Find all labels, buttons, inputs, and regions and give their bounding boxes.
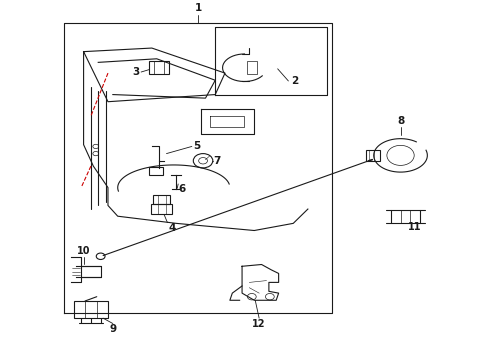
Text: 1: 1	[194, 3, 202, 13]
Text: 12: 12	[252, 319, 265, 329]
Text: 9: 9	[109, 324, 116, 334]
Text: 2: 2	[290, 76, 298, 86]
Text: 5: 5	[193, 141, 200, 152]
Text: 6: 6	[178, 184, 185, 194]
Text: 11: 11	[407, 222, 421, 232]
Text: 8: 8	[396, 116, 404, 126]
Text: 10: 10	[77, 246, 90, 256]
Text: 7: 7	[212, 156, 220, 166]
Text: 3: 3	[132, 67, 140, 77]
Text: 4: 4	[168, 223, 176, 233]
